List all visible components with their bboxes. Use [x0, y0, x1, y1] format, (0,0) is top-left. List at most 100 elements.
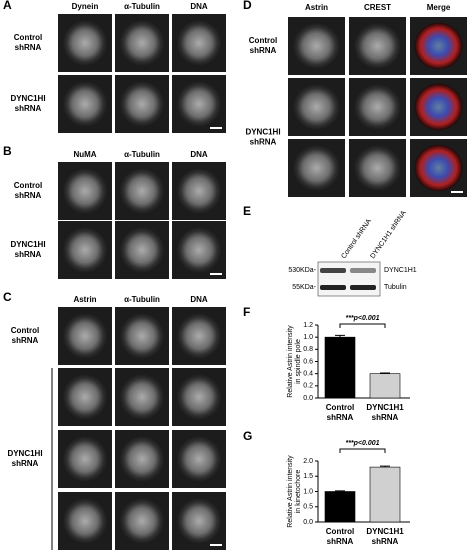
cell-signal: [414, 144, 463, 192]
x-tick-label: Control: [326, 403, 354, 412]
band: [350, 268, 376, 273]
column-header: α-Tubulin: [124, 295, 160, 304]
row-label: shRNA: [15, 191, 42, 200]
row-label: shRNA: [15, 43, 42, 52]
row-label: DYNC1HI: [10, 94, 45, 103]
x-tick-label: Control: [326, 527, 354, 536]
y-axis-label: Relative Astrin intensity: [287, 455, 294, 528]
cell-signal: [176, 312, 222, 360]
cell-signal: [176, 167, 222, 215]
row-label: shRNA: [15, 104, 42, 113]
x-tick-label: DYNC1H1: [366, 527, 404, 536]
cell-signal: [292, 22, 341, 70]
y-axis-label: in kinetochore: [295, 470, 302, 514]
column-header: NuMA: [73, 150, 96, 159]
row-label: shRNA: [12, 459, 39, 468]
y-tick-label: 1.5: [303, 473, 313, 480]
cell-signal: [119, 167, 165, 215]
column-header: Astrin: [305, 3, 328, 12]
cell-signal: [62, 167, 108, 215]
bar: [324, 336, 356, 399]
cell-signal: [176, 226, 222, 274]
cell-signal: [62, 497, 108, 545]
cell-signal: [119, 226, 165, 274]
cell-signal: [119, 312, 165, 360]
cell-signal: [292, 144, 341, 192]
column-header: α-Tubulin: [124, 150, 160, 159]
cell-signal: [119, 373, 165, 421]
y-tick-label: 0.4: [303, 371, 313, 378]
y-tick-label: 0.0: [303, 395, 313, 402]
panel-label: B: [3, 144, 12, 158]
cell-signal: [176, 435, 222, 483]
y-tick-label: 1.0: [303, 334, 313, 341]
cell-signal: [176, 80, 222, 128]
bar: [324, 491, 356, 523]
cell-signal: [176, 19, 222, 67]
y-tick-label: 0.8: [303, 346, 313, 353]
panel-label: E: [243, 204, 251, 218]
row-label: shRNA: [12, 336, 39, 345]
row-label: Control: [249, 36, 277, 45]
y-axis-label: Relative Astrin intensity: [287, 325, 294, 398]
x-tick-label: shRNA: [327, 537, 354, 546]
blot: [317, 261, 381, 297]
row-label: DYNC1HI: [10, 240, 45, 249]
row-label: Control: [14, 33, 42, 42]
cell-signal: [414, 83, 463, 131]
cell-signal: [176, 497, 222, 545]
column-header: α-Tubulin: [124, 2, 160, 11]
cell-signal: [353, 22, 402, 70]
error-bar: [335, 490, 345, 492]
row-label: Control: [14, 181, 42, 190]
x-tick-label: shRNA: [372, 537, 399, 546]
marker-label: 530KDa-: [288, 267, 316, 274]
column-header: CREST: [364, 3, 391, 12]
column-header: Merge: [427, 3, 451, 12]
panel-label: D: [243, 0, 252, 12]
column-header: DNA: [190, 150, 208, 159]
cell-signal: [119, 435, 165, 483]
lane-label: Control shRNA: [340, 218, 373, 261]
cell-signal: [62, 312, 108, 360]
y-tick-label: 0.2: [303, 383, 313, 390]
cell-signal: [119, 19, 165, 67]
row-label: DYNC1HI: [7, 449, 42, 458]
significance-bracket: [339, 448, 386, 453]
cell-signal: [62, 435, 108, 483]
x-tick-label: DYNC1H1: [366, 403, 404, 412]
lane-label: DYNC1H1 shRNA: [369, 209, 407, 260]
y-tick-label: 1.0: [303, 488, 313, 495]
column-header: DNA: [190, 295, 208, 304]
cell-signal: [62, 19, 108, 67]
marker-label: 55KDa-: [292, 284, 316, 291]
column-header: Astrin: [73, 295, 96, 304]
band-label: Tubulin: [384, 284, 407, 291]
band: [320, 268, 346, 273]
band: [320, 285, 346, 290]
cell-signal: [353, 83, 402, 131]
cell-signal: [119, 497, 165, 545]
cell-signal: [62, 373, 108, 421]
band-label: DYNC1H1: [384, 267, 417, 274]
panel-label: F: [243, 305, 250, 319]
row-label: DYNC1HI: [245, 128, 280, 137]
column-header: DNA: [190, 2, 208, 11]
error-bar: [335, 334, 345, 338]
panel-label: C: [3, 290, 12, 304]
y-tick-label: 0.5: [303, 504, 313, 511]
column-header: Dynein: [72, 2, 99, 11]
cell-signal: [62, 226, 108, 274]
significance-bracket: [339, 323, 386, 328]
y-tick-label: 2.0: [303, 458, 313, 465]
bar: [369, 466, 401, 523]
bar: [369, 373, 401, 399]
cell-signal: [62, 80, 108, 128]
y-tick-label: 1.2: [303, 322, 313, 329]
row-label: shRNA: [250, 138, 277, 147]
y-tick-label: 0.0: [303, 519, 313, 526]
cell-signal: [176, 373, 222, 421]
band: [350, 285, 376, 290]
annotation: ***p<0.001: [345, 440, 379, 447]
